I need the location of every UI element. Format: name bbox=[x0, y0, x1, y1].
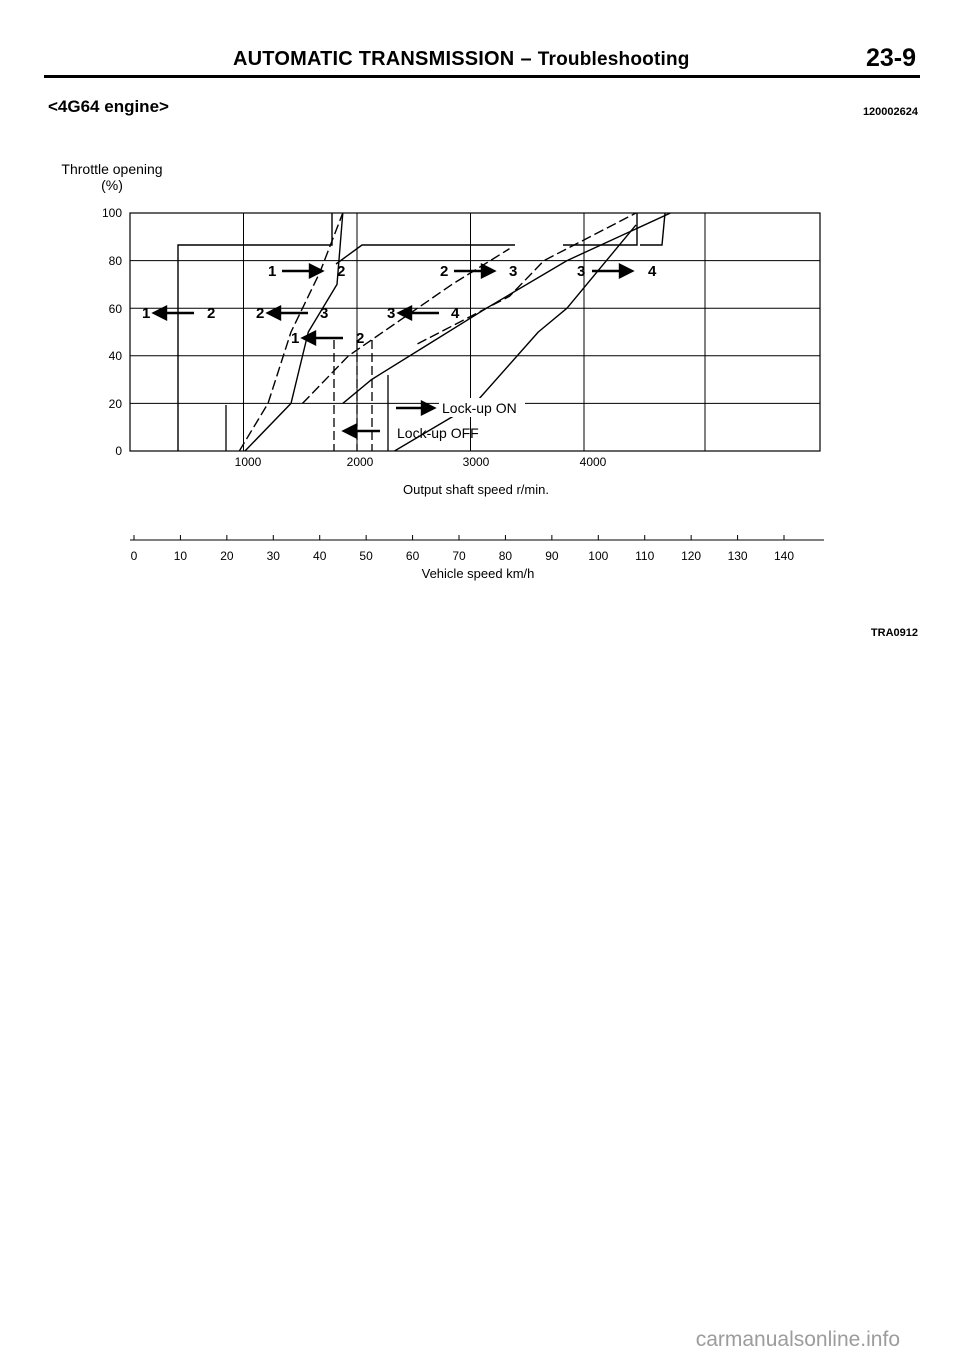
left-arrow-icon bbox=[300, 330, 343, 346]
legend-label-lockup-off: Lock-up OFF bbox=[397, 425, 479, 441]
footer-watermark: carmanualsonline.info bbox=[695, 1328, 900, 1351]
vehicle-speed-tick-label: 10 bbox=[174, 549, 188, 563]
vehicle-speed-ticks: 0 10 20 30 40 50 60 70 80 90 100 110 120 130 140 bbox=[131, 535, 794, 563]
series-line-1 bbox=[244, 213, 344, 451]
y-axis-unit: (%) bbox=[101, 177, 123, 193]
svg-text:2: 2 bbox=[337, 263, 345, 280]
svg-text:2: 2 bbox=[256, 305, 264, 322]
y-tick-60: 60 bbox=[109, 302, 123, 316]
page-number: 23-9 bbox=[865, 44, 916, 72]
y-axis-label: Throttle opening bbox=[61, 161, 162, 177]
vehicle-speed-tick-label: 110 bbox=[635, 549, 654, 563]
shift-label-1-2-down-mid: 1 2 bbox=[291, 330, 364, 347]
vehicle-speed-tick-label: 100 bbox=[588, 549, 608, 563]
x-tick-3000: 3000 bbox=[463, 455, 490, 469]
vehicle-speed-tick-label: 140 bbox=[774, 549, 794, 563]
svg-text:3: 3 bbox=[387, 305, 395, 322]
shift-label-2-3-up: 2 3 bbox=[440, 263, 517, 280]
header-title-dash: – bbox=[520, 48, 532, 70]
svg-text:2: 2 bbox=[207, 305, 215, 322]
y-tick-20: 20 bbox=[109, 397, 123, 411]
kickdown-boundary-top bbox=[640, 213, 666, 246]
header-title-sub: Troubleshooting bbox=[537, 49, 690, 70]
x-tick-2000: 2000 bbox=[347, 455, 374, 469]
x-tick-4000: 4000 bbox=[580, 455, 607, 469]
vehicle-speed-tick-label: 40 bbox=[313, 549, 327, 563]
svg-text:1: 1 bbox=[291, 330, 299, 347]
series-layer bbox=[238, 213, 671, 451]
shift-labels: 1 2 2 3 3 4 1 2 2 3 3 4 1 bbox=[142, 263, 657, 347]
vehicle-speed-tick-label: 50 bbox=[359, 549, 373, 563]
kickdown-boundary-low bbox=[177, 213, 333, 451]
engine-label: <4G64 engine> bbox=[48, 97, 169, 116]
shift-label-3-4-up: 3 4 bbox=[577, 263, 657, 280]
svg-text:2: 2 bbox=[440, 263, 448, 280]
y-tick-40: 40 bbox=[109, 349, 123, 363]
svg-text:1: 1 bbox=[142, 305, 150, 322]
svg-text:1: 1 bbox=[268, 263, 276, 280]
page-header-title: AUTOMATIC TRANSMISSION – Troubleshooting bbox=[233, 48, 690, 71]
legend-lockup-on: Lock-up ON bbox=[396, 398, 525, 417]
y-tick-80: 80 bbox=[109, 254, 123, 268]
series-line-3 bbox=[394, 224, 637, 451]
left-arrow-icon bbox=[341, 423, 380, 439]
shift-label-3-4-down: 3 4 bbox=[387, 305, 460, 322]
shift-label-1-2-up: 1 2 bbox=[268, 263, 345, 280]
right-arrow-icon bbox=[282, 263, 325, 279]
left-arrow-icon bbox=[151, 305, 194, 321]
kickdown-boundary-mid bbox=[335, 244, 515, 265]
svg-text:3: 3 bbox=[509, 263, 517, 280]
vehicle-speed-tick-label: 130 bbox=[728, 549, 748, 563]
series-line-6 bbox=[417, 213, 637, 345]
svg-text:3: 3 bbox=[577, 263, 585, 280]
shift-label-2-3-down: 2 3 bbox=[256, 305, 328, 322]
left-arrow-icon bbox=[265, 305, 308, 321]
legend-lockup-off: Lock-up OFF bbox=[341, 423, 479, 441]
vehicle-speed-tick-label: 30 bbox=[267, 549, 281, 563]
vehicle-speed-tick-label: 120 bbox=[681, 549, 701, 563]
y-tick-labels: 100 80 60 40 20 0 bbox=[102, 206, 122, 458]
vehicle-speed-tick-label: 90 bbox=[545, 549, 559, 563]
vehicle-speed-tick-label: 70 bbox=[452, 549, 466, 563]
chart-legend: Lock-up ON Lock-up OFF bbox=[341, 398, 525, 441]
vehicle-speed-tick-label: 0 bbox=[131, 549, 138, 563]
x-axis-label: Output shaft speed r/min. bbox=[403, 482, 549, 497]
vehicle-speed-scale: 0 10 20 30 40 50 60 70 80 90 100 110 120 130 140 Vehic… bbox=[130, 535, 824, 581]
svg-text:2: 2 bbox=[356, 330, 364, 347]
document-code: 120002624 bbox=[862, 106, 918, 118]
figure-code: TRA0912 bbox=[870, 627, 918, 639]
y-tick-100: 100 bbox=[102, 206, 122, 220]
vehicle-speed-tick-label: 20 bbox=[220, 549, 234, 563]
left-arrow-icon bbox=[396, 305, 439, 321]
svg-text:4: 4 bbox=[648, 263, 657, 280]
vehicle-speed-label: Vehicle speed km/h bbox=[422, 566, 535, 581]
series-line-2 bbox=[342, 213, 671, 404]
plot-frame bbox=[129, 212, 821, 452]
boundary-lines bbox=[177, 213, 666, 451]
right-arrow-icon bbox=[454, 263, 497, 279]
series-line-4 bbox=[238, 213, 344, 451]
series-line-5 bbox=[301, 248, 510, 404]
header-title-main: AUTOMATIC TRANSMISSION bbox=[233, 48, 515, 70]
svg-text:3: 3 bbox=[320, 305, 328, 322]
x-tick-labels: 1000 2000 3000 4000 bbox=[235, 455, 607, 469]
kickdown-boundary-high bbox=[563, 213, 638, 246]
legend-label-lockup-on: Lock-up ON bbox=[442, 400, 517, 416]
shift-label-1-2-down-left: 1 2 bbox=[142, 305, 215, 322]
right-arrow-icon bbox=[396, 400, 437, 416]
x-tick-1000: 1000 bbox=[235, 455, 262, 469]
y-tick-0: 0 bbox=[115, 444, 122, 458]
right-arrow-icon bbox=[592, 263, 635, 279]
header-rule bbox=[44, 75, 920, 78]
vehicle-speed-tick-label: 60 bbox=[406, 549, 420, 563]
svg-text:4: 4 bbox=[451, 305, 460, 322]
vehicle-speed-tick-label: 80 bbox=[499, 549, 513, 563]
